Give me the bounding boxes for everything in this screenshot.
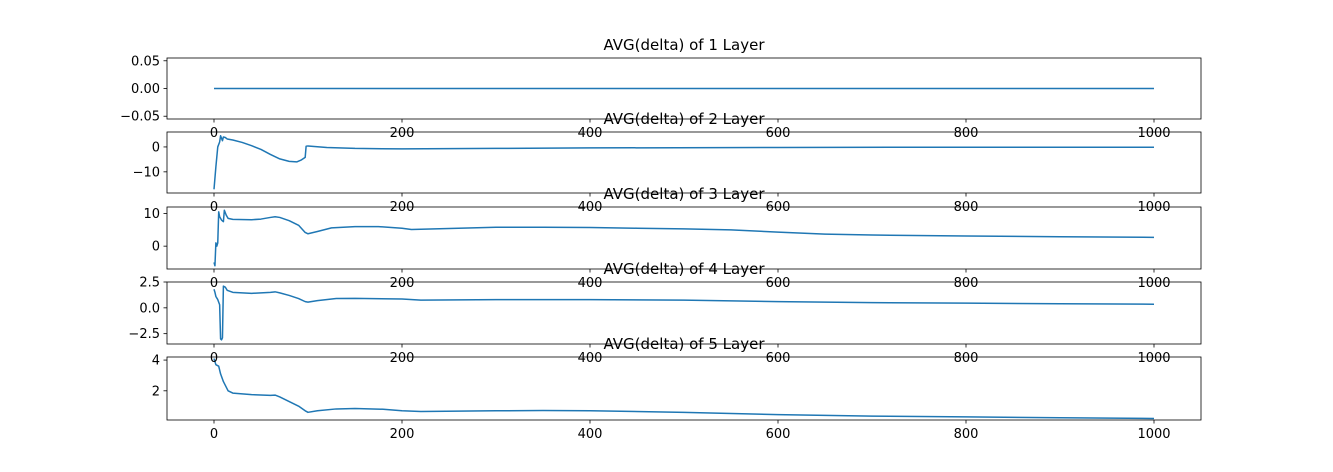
x-tick-label: 1000 [1137, 200, 1170, 215]
x-tick-label: 0 [210, 276, 218, 291]
y-tick-label: 0 [152, 240, 160, 255]
x-tick-label: 200 [390, 200, 415, 215]
x-tick-label: 800 [954, 351, 979, 366]
axes-frame [166, 356, 1202, 421]
y-tick-label: 4 [152, 354, 160, 369]
series-line-2 [213, 134, 1154, 190]
x-tick-label: 0 [210, 427, 218, 442]
series-line-4 [213, 285, 1155, 341]
y-tick-label: 0.0 [139, 301, 160, 316]
x-tick-label: 800 [954, 200, 979, 215]
x-tick-label: 0 [210, 126, 218, 141]
subplot-title-1: AVG(delta) of 1 Layer [603, 36, 765, 54]
x-tick-label: 200 [390, 126, 415, 141]
x-tick-label: 400 [578, 276, 603, 291]
subplot-title-5: AVG(delta) of 5 Layer [603, 335, 765, 353]
x-tick-label: 600 [766, 276, 791, 291]
subplot-4: 2.5 0.0 −2.5 [128, 276, 1202, 348]
subplot-5: 42 [152, 354, 1202, 424]
y-tick-label: −0.05 [120, 110, 160, 125]
y-tick-label: −2.5 [128, 327, 160, 342]
x-tick-label: 400 [578, 427, 603, 442]
x-tick-label: 400 [578, 200, 603, 215]
x-tick-label: 200 [390, 351, 415, 366]
x-tick-label: 800 [954, 276, 979, 291]
x-tick-label: 800 [954, 126, 979, 141]
x-tick-label: 600 [766, 126, 791, 141]
x-tick-label: 0 [210, 200, 218, 215]
subplot-2: 0 −10 [133, 131, 1202, 197]
y-tick-label: 0 [152, 140, 160, 155]
x-tick-label: 400 [578, 351, 603, 366]
axes-frame [166, 281, 1202, 345]
x-tick-label: 600 [766, 200, 791, 215]
axes-frame [166, 206, 1202, 270]
subplot-1: 0.05 0.00 −0.05 [120, 54, 1202, 125]
y-tick-label: 0.05 [131, 54, 160, 69]
x-tick-label: 0 [210, 351, 218, 366]
x-tick-label: 200 [390, 276, 415, 291]
axes-frame [166, 131, 1202, 194]
x-tick-label: 600 [766, 351, 791, 366]
y-tick-label: 10 [143, 207, 160, 222]
x-tick-label: 1000 [1137, 126, 1170, 141]
axes-frame [166, 57, 1202, 120]
series-line-5 [213, 358, 1155, 420]
subplot-3: 10 0 [143, 206, 1202, 273]
x-tick-label: 1000 [1137, 351, 1170, 366]
x-tick-label: 400 [578, 126, 603, 141]
x-tick-label: 600 [766, 427, 791, 442]
x-tick-label: 200 [390, 427, 415, 442]
y-tick-label: 2.5 [139, 276, 160, 291]
series-line-3 [213, 209, 1155, 267]
subplot-title-3: AVG(delta) of 3 Layer [603, 185, 765, 203]
subplot-title-4: AVG(delta) of 4 Layer [603, 260, 765, 278]
x-tick-label: 1000 [1137, 427, 1170, 442]
x-tick-label: 1000 [1137, 276, 1170, 291]
y-tick-label: 2 [152, 384, 160, 399]
y-tick-label: −10 [133, 165, 160, 180]
subplot-title-2: AVG(delta) of 2 Layer [603, 110, 765, 128]
y-tick-label: 0.00 [131, 82, 160, 97]
x-tick-label: 800 [954, 427, 979, 442]
